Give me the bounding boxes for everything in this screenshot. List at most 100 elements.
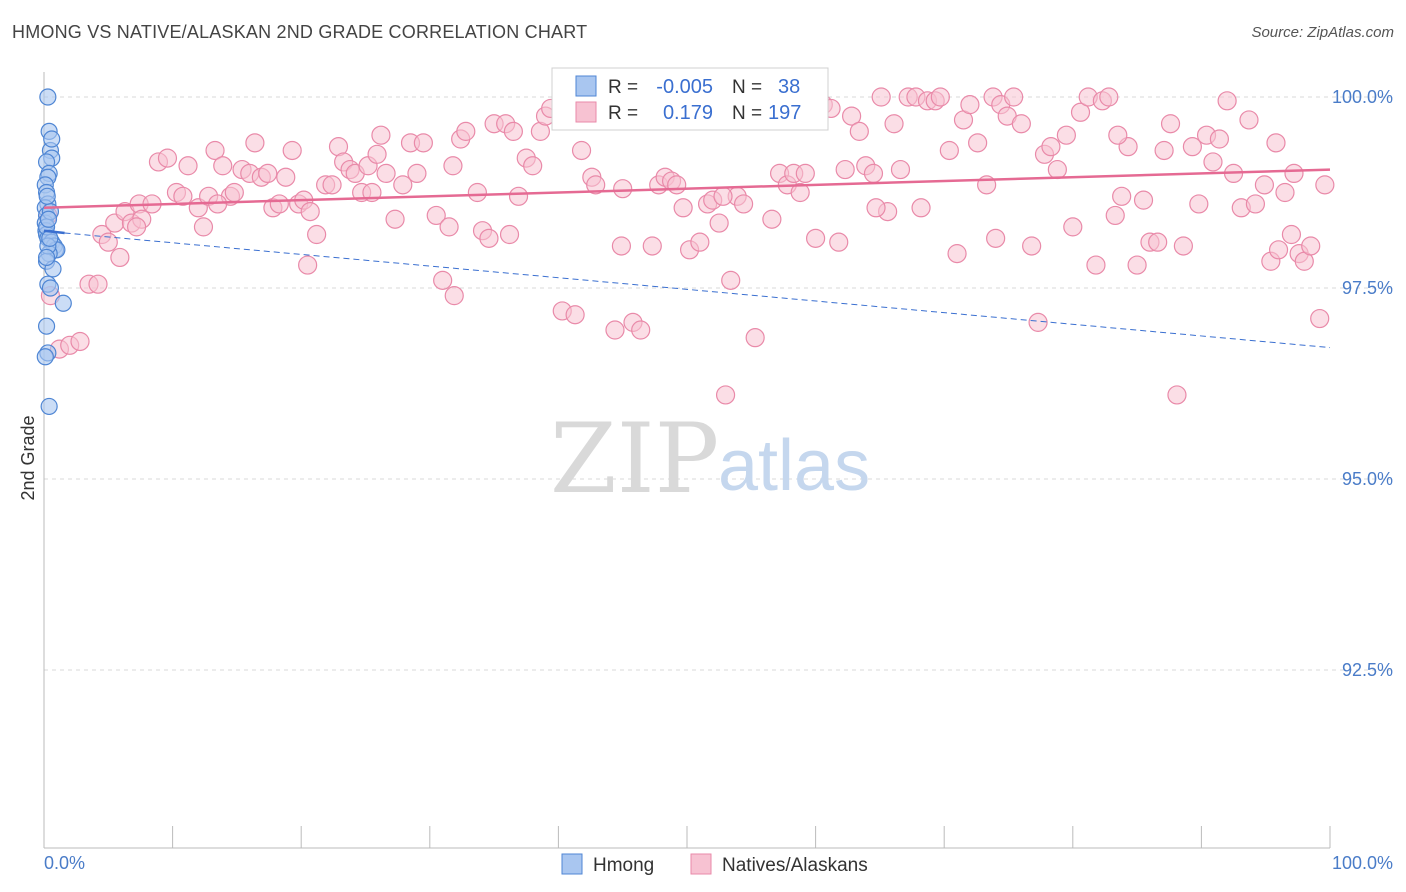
y-tick-label: 95.0%	[1342, 469, 1393, 489]
native-point	[439, 217, 459, 237]
hmong-point	[36, 348, 54, 366]
x-tick-label-min: 0.0%	[44, 853, 85, 873]
native-point	[1133, 190, 1154, 210]
native-point	[456, 121, 476, 141]
native-point	[393, 175, 413, 195]
hmong-n-label: N =	[732, 77, 762, 98]
native-point	[1254, 175, 1275, 195]
native-point	[733, 194, 754, 214]
native-point	[1148, 232, 1168, 252]
native-n-label: N =	[732, 103, 762, 124]
native-n-value: 197	[768, 102, 801, 124]
native-point	[1041, 137, 1061, 157]
native-point	[1209, 129, 1230, 149]
native-point	[1275, 182, 1295, 203]
stats-legend: R = -0.005 N = 38 R = 0.179 N = 197	[551, 67, 829, 131]
native-point	[613, 179, 633, 199]
native-point	[911, 198, 931, 218]
native-trend-line	[43, 168, 1331, 210]
native-point	[1056, 125, 1076, 145]
native-point	[968, 133, 988, 153]
native-point	[871, 87, 891, 107]
native-point	[790, 182, 810, 203]
native-point	[245, 133, 265, 153]
y-tick-labels: 100.0% 97.5% 95.0% 92.5%	[1332, 87, 1393, 680]
native-point	[986, 228, 1006, 248]
hmong-point	[38, 187, 56, 205]
native-point	[1266, 133, 1286, 153]
native-point	[1063, 217, 1083, 237]
hmong-r-value: -0.005	[656, 76, 713, 98]
native-point	[503, 121, 523, 141]
native-point	[829, 232, 849, 252]
chart-title: HMONG VS NATIVE/ALASKAN 2ND GRADE CORREL…	[12, 22, 588, 42]
native-r-label: R =	[608, 103, 638, 124]
native-r-value: 0.179	[663, 102, 713, 124]
native-point	[269, 194, 289, 214]
hmong-point	[41, 279, 60, 297]
hmong-point	[37, 317, 56, 335]
native-point	[1028, 312, 1048, 332]
native-point	[479, 228, 499, 248]
y-tick-label: 97.5%	[1342, 278, 1393, 298]
hmong-point	[40, 397, 58, 416]
native-point	[193, 217, 214, 237]
native-point	[930, 87, 950, 107]
native-point	[300, 202, 320, 222]
native-point	[1239, 110, 1259, 130]
native-point	[605, 320, 625, 340]
bottom-legend-hmong-label: Hmong	[593, 855, 654, 876]
native-point	[407, 163, 427, 183]
native-point	[444, 286, 464, 306]
native-point	[1284, 163, 1304, 183]
native-point	[866, 198, 886, 218]
native-point	[1108, 125, 1128, 145]
native-point	[1315, 175, 1335, 195]
native-point	[890, 159, 911, 180]
bottom-legend-native-label: Natives/Alaskans	[722, 855, 868, 876]
native-point	[173, 186, 193, 206]
native-point	[631, 320, 651, 340]
native-point	[276, 167, 296, 187]
native-point	[1203, 152, 1223, 172]
hmong-r-label: R =	[608, 77, 638, 98]
native-point	[70, 331, 90, 352]
native-point	[1011, 114, 1031, 134]
native-point	[1154, 140, 1174, 161]
hmong-point	[39, 88, 57, 106]
native-point	[1268, 240, 1289, 260]
watermark-zip: ZIP	[550, 403, 719, 515]
native-point	[1004, 87, 1024, 107]
native-point	[307, 224, 327, 245]
native-point	[1099, 87, 1119, 107]
y-tick-label: 100.0%	[1332, 87, 1393, 107]
source-label: Source: ZipAtlas.com	[1251, 24, 1394, 41]
native-point	[376, 163, 396, 183]
native-point	[1173, 236, 1193, 256]
native-point	[1310, 308, 1330, 329]
native-point	[715, 385, 736, 405]
native-point	[709, 213, 729, 233]
gridlines	[44, 96, 1392, 671]
hmong-n-value: 38	[778, 76, 800, 98]
native-point	[433, 270, 453, 290]
native-point	[795, 163, 815, 183]
native-point	[721, 270, 741, 290]
native-point	[667, 175, 687, 195]
native-point	[110, 247, 130, 268]
native-point	[1160, 114, 1181, 134]
native-point	[1182, 137, 1202, 157]
native-point	[224, 182, 244, 203]
native-point	[805, 228, 826, 248]
native-point	[673, 198, 693, 218]
native-point	[88, 274, 108, 294]
native-point	[1022, 236, 1042, 256]
native-point	[1112, 186, 1132, 206]
native-point	[884, 114, 904, 134]
native-point	[282, 140, 302, 161]
watermark: ZIP atlas	[550, 403, 870, 515]
native-point	[690, 232, 710, 252]
native-point	[508, 186, 529, 206]
native-point	[586, 175, 606, 195]
native-point	[1301, 236, 1321, 256]
